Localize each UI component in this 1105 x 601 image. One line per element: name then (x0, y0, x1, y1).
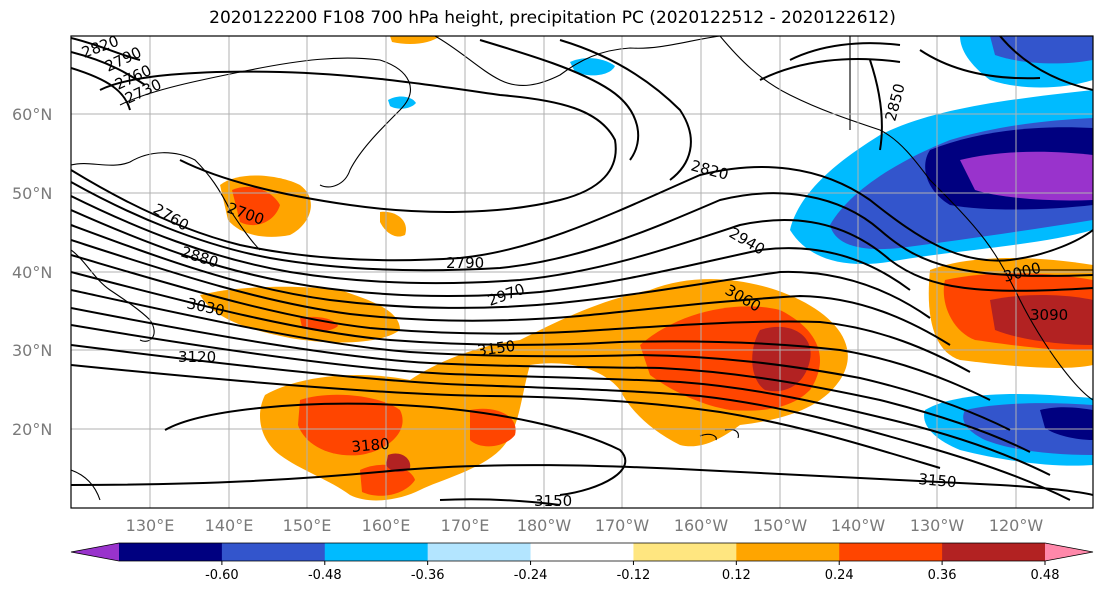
colorbar-outline (70, 542, 1094, 562)
colorbar-tick-label: 0.24 (825, 568, 854, 583)
colorbar-tick-label: 0.12 (722, 568, 751, 583)
colorbar-swatch (839, 543, 943, 561)
lon-label: 130°W (910, 516, 965, 535)
colorbar-swatch (942, 543, 1046, 561)
lon-label: 140°W (831, 516, 886, 535)
lon-label: 150°W (753, 516, 808, 535)
colorbar-tick-label: -0.48 (308, 568, 342, 583)
colorbar-extend-low (71, 543, 119, 561)
contour-label: 3150 (534, 492, 572, 510)
contour-label: 2790 (446, 254, 484, 272)
lon-label: 130°E (126, 516, 175, 535)
colorbar-swatch (530, 543, 634, 561)
colorbar-swatch (324, 543, 429, 561)
longitude-labels: 130°E 140°E 150°E 160°E 170°E 180°W 170°… (126, 516, 1044, 535)
plot-border (70, 35, 1094, 509)
colorbar-swatch (633, 543, 737, 561)
height-contours (71, 36, 1093, 506)
contour-label: 3150 (918, 470, 958, 491)
lon-label: 160°W (674, 516, 729, 535)
lat-label: 50°N (12, 184, 52, 203)
colorbar-swatch (119, 543, 223, 561)
colorbar-tick-label: -0.60 (205, 568, 239, 583)
lat-label: 30°N (12, 341, 52, 360)
contour-label: 3180 (351, 435, 391, 456)
lat-label: 40°N (12, 263, 52, 282)
colorbar-tick-label: 0.48 (1031, 568, 1060, 583)
lon-label: 160°E (362, 516, 411, 535)
lon-label: 120°W (989, 516, 1044, 535)
lon-label: 170°E (441, 516, 490, 535)
colorbar-tick-label: -0.24 (514, 568, 548, 583)
lon-label: 170°W (595, 516, 650, 535)
contour-label: 3150 (476, 337, 516, 360)
lat-label: 20°N (12, 420, 52, 439)
colorbar-extend-high (1045, 543, 1093, 561)
lon-label: 150°E (283, 516, 332, 535)
lon-label: 180°W (517, 516, 572, 535)
latitude-labels: 60°N 50°N 40°N 30°N 20°N (12, 105, 52, 439)
lon-label: 140°E (205, 516, 254, 535)
colorbar-tick-label: 0.36 (928, 568, 957, 583)
contour-label: 3120 (178, 348, 216, 366)
lat-label: 60°N (12, 105, 52, 124)
colorbar-swatch (427, 543, 532, 561)
colorbar-swatch (221, 543, 326, 561)
colorbar-swatch (736, 543, 840, 561)
colorbar: -0.60 -0.48 -0.36 -0.24 -0.12 0.12 0.24 0.36 0.4… (70, 542, 1094, 583)
colorbar-tick-label: -0.36 (411, 568, 445, 583)
contour-label: 3090 (1030, 306, 1068, 324)
colorbar-tick-label: -0.12 (617, 568, 651, 583)
map-title: 2020122200 F108 700 hPa height, precipit… (209, 8, 896, 28)
